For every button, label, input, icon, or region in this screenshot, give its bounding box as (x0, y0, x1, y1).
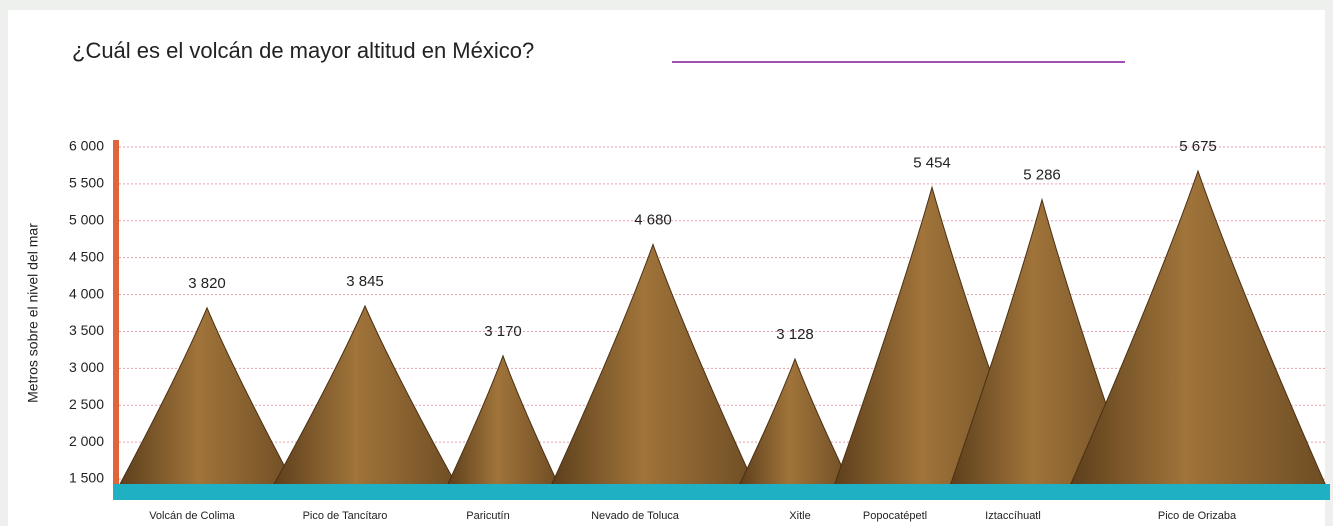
x-tick-label: Iztaccíhuatl (985, 510, 1041, 522)
y-axis-label: Metros sobre el nivel del mar (25, 223, 41, 403)
value-label: 5 675 (1179, 138, 1217, 155)
value-label: 3 820 (188, 275, 226, 292)
y-tick-label: 3 500 (69, 322, 104, 338)
y-tick-label: 4 500 (69, 248, 104, 264)
value-label: 3 128 (776, 326, 814, 343)
x-tick-label: Pico de Orizaba (1158, 510, 1237, 522)
y-tick-label: 2 500 (69, 396, 104, 412)
value-label: 3 170 (484, 323, 522, 340)
value-label: 5 454 (913, 154, 951, 171)
volcano (949, 197, 1135, 487)
y-tick-label: 3 000 (69, 359, 104, 375)
volcano (550, 242, 756, 487)
x-tick-label: Paricutín (466, 510, 509, 522)
value-label: 3 845 (346, 273, 384, 290)
y-tick-label: 5 500 (69, 175, 104, 191)
volcano (272, 304, 458, 487)
value-label: 4 680 (634, 211, 672, 228)
volcano (1069, 169, 1327, 487)
x-tick-label: Nevado de Toluca (591, 510, 680, 522)
y-tick-label: 2 000 (69, 433, 104, 449)
chart-title: ¿Cuál es el volcán de mayor altitud en M… (72, 38, 534, 63)
y-tick-label: 4 000 (69, 285, 104, 301)
y-axis (113, 140, 119, 492)
x-tick-label: Popocatépetl (863, 510, 927, 522)
y-tick-label: 5 000 (69, 211, 104, 227)
baseline (113, 484, 1330, 500)
volcano (446, 354, 560, 487)
volcano (118, 306, 296, 487)
y-tick-label: 6 000 (69, 138, 104, 154)
volcano (738, 357, 852, 487)
value-label: 5 286 (1023, 167, 1061, 184)
x-tick-label: Pico de Tancítaro (303, 510, 388, 522)
x-tick-label: Volcán de Colima (149, 510, 235, 522)
y-tick-label: 1 500 (69, 470, 104, 486)
x-tick-label: Xitle (789, 510, 810, 522)
